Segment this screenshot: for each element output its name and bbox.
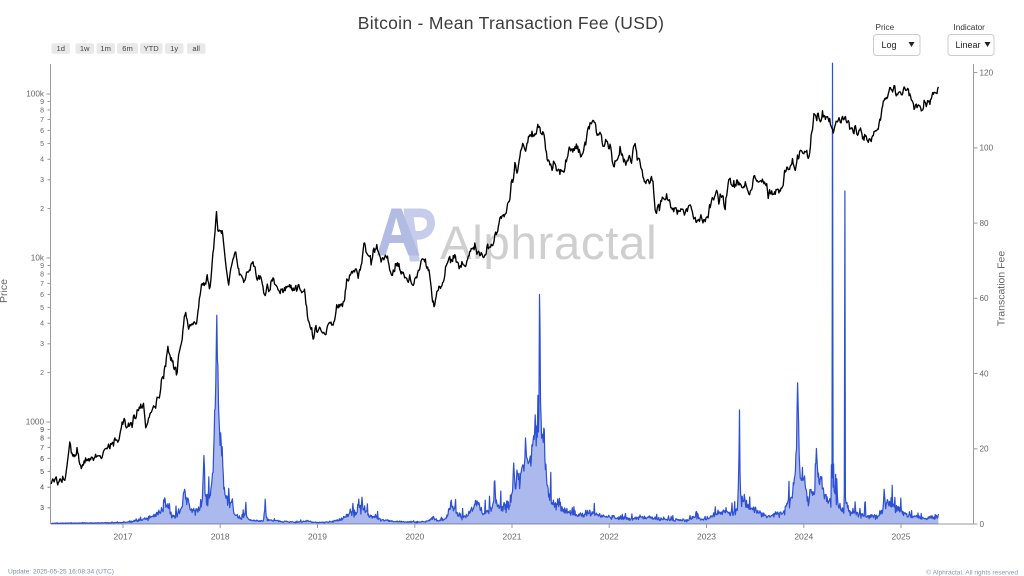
svg-text:1000: 1000 xyxy=(26,418,45,427)
svg-text:4: 4 xyxy=(40,485,44,492)
svg-text:7: 7 xyxy=(40,445,44,452)
svg-text:6: 6 xyxy=(40,128,44,135)
svg-text:9: 9 xyxy=(40,427,44,434)
svg-text:Transcation Fee: Transcation Fee xyxy=(996,251,1008,327)
svg-text:Indicator: Indicator xyxy=(954,23,986,32)
svg-text:120: 120 xyxy=(980,68,994,77)
svg-text:1y: 1y xyxy=(170,44,178,53)
svg-text:1d: 1d xyxy=(56,44,64,53)
svg-text:6: 6 xyxy=(40,292,44,299)
svg-text:20: 20 xyxy=(980,445,990,454)
svg-text:Linear: Linear xyxy=(956,40,981,50)
svg-text:10k: 10k xyxy=(31,254,45,263)
svg-text:7: 7 xyxy=(40,281,44,288)
svg-text:3: 3 xyxy=(40,341,44,348)
svg-text:4: 4 xyxy=(40,485,44,492)
svg-text:0: 0 xyxy=(980,520,985,529)
svg-text:8: 8 xyxy=(40,271,44,278)
svg-text:80: 80 xyxy=(980,219,990,228)
svg-text:2025: 2025 xyxy=(892,532,911,542)
svg-text:40: 40 xyxy=(980,369,990,378)
svg-text:100k: 100k xyxy=(26,90,45,99)
svg-text:2018: 2018 xyxy=(211,532,230,542)
svg-text:3: 3 xyxy=(40,177,44,184)
svg-text:2022: 2022 xyxy=(600,532,619,542)
svg-text:5: 5 xyxy=(40,469,44,476)
svg-text:2: 2 xyxy=(40,370,44,377)
svg-text:2020: 2020 xyxy=(405,532,424,542)
svg-text:6: 6 xyxy=(40,456,44,463)
svg-text:Alphractal: Alphractal xyxy=(440,217,657,270)
svg-text:8: 8 xyxy=(40,435,44,442)
svg-text:Price: Price xyxy=(0,279,10,303)
svg-text:60: 60 xyxy=(980,294,990,303)
svg-text:© Alphractal. All rights reser: © Alphractal. All rights reserved xyxy=(926,569,1018,576)
svg-text:7: 7 xyxy=(40,445,44,452)
svg-text:2021: 2021 xyxy=(503,532,522,542)
svg-text:9: 9 xyxy=(40,263,44,270)
svg-text:3: 3 xyxy=(40,505,44,512)
svg-text:2: 2 xyxy=(40,206,44,213)
svg-text:5: 5 xyxy=(40,305,44,312)
svg-text:2024: 2024 xyxy=(794,532,813,542)
svg-text:8: 8 xyxy=(40,435,44,442)
svg-text:2017: 2017 xyxy=(114,532,133,542)
svg-text:1m: 1m xyxy=(100,44,111,53)
svg-text:1w: 1w xyxy=(80,44,90,53)
svg-text:4: 4 xyxy=(40,321,44,328)
svg-text:all: all xyxy=(192,44,200,53)
svg-text:2019: 2019 xyxy=(308,532,327,542)
svg-text:Bitcoin - Mean Transaction Fee: Bitcoin - Mean Transaction Fee (USD) xyxy=(358,13,664,33)
svg-text:7: 7 xyxy=(40,117,44,124)
svg-text:5: 5 xyxy=(40,469,44,476)
svg-text:6: 6 xyxy=(40,456,44,463)
svg-text:YTD: YTD xyxy=(144,44,160,53)
svg-text:5: 5 xyxy=(40,141,44,148)
svg-text:Update: 2025-05-25 16:08:34 (U: Update: 2025-05-25 16:08:34 (UTC) xyxy=(8,569,114,576)
svg-text:3: 3 xyxy=(40,505,44,512)
svg-text:Price: Price xyxy=(876,23,895,32)
svg-text:6m: 6m xyxy=(122,44,133,53)
svg-text:8: 8 xyxy=(40,107,44,114)
svg-text:9: 9 xyxy=(40,99,44,106)
svg-text:Log: Log xyxy=(882,40,897,50)
svg-text:2023: 2023 xyxy=(697,532,716,542)
svg-text:4: 4 xyxy=(40,157,44,164)
svg-text:9: 9 xyxy=(40,427,44,434)
svg-text:100: 100 xyxy=(980,144,994,153)
